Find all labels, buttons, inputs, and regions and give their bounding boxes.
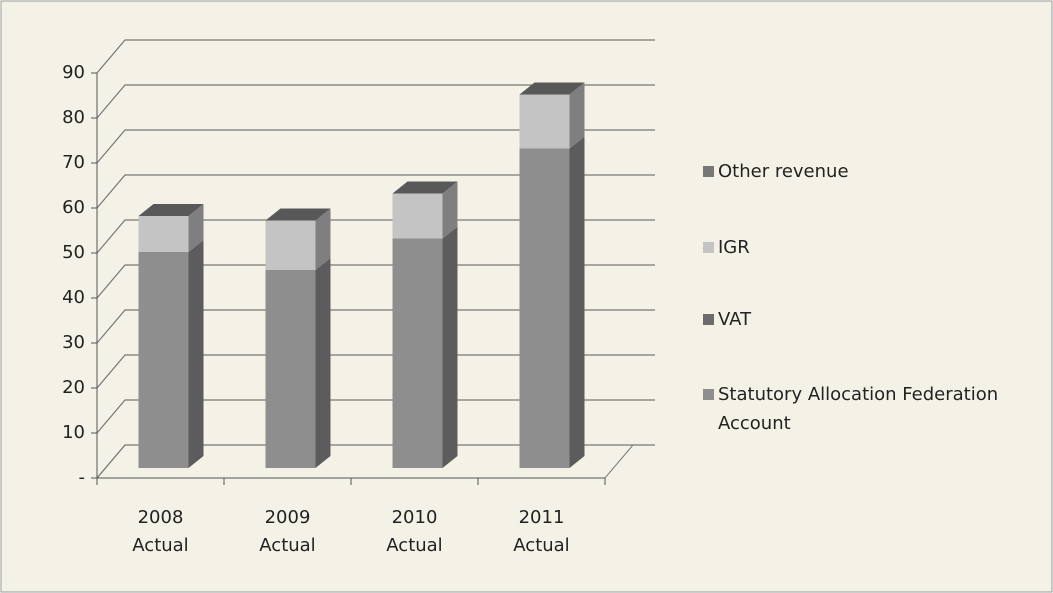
x-tick-label: 2008 Actual xyxy=(132,507,188,556)
grid-line xyxy=(96,39,655,74)
y-tick-label: 80 xyxy=(62,107,85,128)
bar-front xyxy=(265,220,316,270)
grid-line xyxy=(96,354,655,389)
legend-swatch xyxy=(703,166,714,177)
bar-side xyxy=(315,258,331,468)
bar-front xyxy=(138,216,189,252)
bar-front xyxy=(392,238,443,468)
x-tick-label: 2011 Actual xyxy=(513,507,569,556)
grid-line xyxy=(96,129,655,164)
grid-line xyxy=(96,174,655,209)
bar-front xyxy=(519,94,570,149)
legend-swatch xyxy=(703,389,714,400)
x-tick-label-line: 2009 xyxy=(265,507,311,528)
y-tick-label: 10 xyxy=(62,422,85,443)
y-tick-label: 40 xyxy=(62,287,85,308)
x-tick-label-line: Actual xyxy=(259,535,315,556)
bar-front xyxy=(265,270,316,468)
y-tick-label: - xyxy=(79,467,86,488)
x-tick-label: 2010 Actual xyxy=(386,507,442,556)
grid-line xyxy=(96,444,655,479)
grid-line xyxy=(96,84,655,119)
bar-side xyxy=(188,204,204,252)
legend-label: IGR xyxy=(718,237,750,258)
bar-top xyxy=(519,82,585,95)
grid-line xyxy=(96,309,655,344)
bar-top xyxy=(138,204,204,216)
bar-side xyxy=(315,208,331,270)
x-tick-label-line: Actual xyxy=(386,535,442,556)
bar-top xyxy=(265,208,331,221)
legend-label: Statutory Allocation Federation Account xyxy=(718,384,998,434)
legend-label: VAT xyxy=(718,309,752,330)
grid-line xyxy=(96,264,655,299)
legend-swatch xyxy=(703,242,714,253)
bar-side xyxy=(569,136,585,468)
legend-swatch xyxy=(703,314,714,325)
x-tick-label-line: 2010 xyxy=(392,507,438,528)
legend-label-line: Account xyxy=(718,413,791,434)
grid-line xyxy=(96,219,655,254)
y-tick-label: 20 xyxy=(62,377,85,398)
x-tick-label: 2009 Actual xyxy=(259,507,315,556)
bar-side xyxy=(188,240,204,468)
y-tick-label: 90 xyxy=(62,62,85,83)
bar-front xyxy=(392,193,443,239)
bar-side xyxy=(442,181,458,239)
x-tick-label-line: 2011 xyxy=(519,507,565,528)
y-tick-label: 70 xyxy=(62,152,85,173)
bar-front xyxy=(138,252,189,468)
legend-label: Other revenue xyxy=(718,161,849,182)
bar-side xyxy=(442,226,458,468)
x-tick-label-line: Actual xyxy=(513,535,569,556)
bar-side xyxy=(569,82,585,149)
x-tick-label-line: Actual xyxy=(132,535,188,556)
legend-label-line: Statutory Allocation Federation xyxy=(718,384,998,405)
grid-line xyxy=(96,399,655,434)
y-tick-label: 60 xyxy=(62,197,85,218)
x-tick-label-line: 2008 xyxy=(138,507,184,528)
y-tick-label: 30 xyxy=(62,332,85,353)
bar-top xyxy=(392,181,458,194)
y-tick-label: 50 xyxy=(62,242,85,263)
bar-front xyxy=(519,148,570,468)
